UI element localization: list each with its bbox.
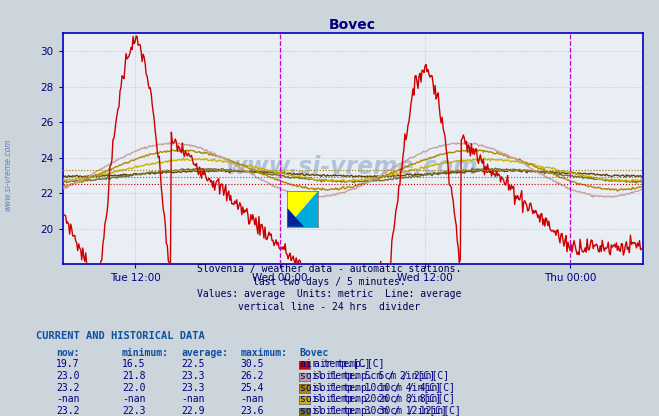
Text: 23.6: 23.6	[241, 406, 264, 416]
Text: 22.3: 22.3	[122, 406, 146, 416]
Text: soil temp. 20cm / 8in[C]: soil temp. 20cm / 8in[C]	[314, 394, 455, 404]
Text: 26.2: 26.2	[241, 371, 264, 381]
Text: minimum:: minimum:	[122, 348, 169, 358]
Text: 16.5: 16.5	[122, 359, 146, 369]
Text: average:: average:	[181, 348, 228, 358]
Text: air temp.[C]: air temp.[C]	[314, 359, 384, 369]
Text: Values: average  Units: metric  Line: average: Values: average Units: metric Line: aver…	[197, 290, 462, 300]
Text: last two days / 5 minutes.: last two days / 5 minutes.	[253, 277, 406, 287]
Text: 23.0: 23.0	[56, 371, 80, 381]
Text: www.si-vreme.com: www.si-vreme.com	[3, 139, 13, 211]
Text: soil temp. 30cm / 12in[C]: soil temp. 30cm / 12in[C]	[314, 406, 461, 416]
Text: soil temp. 30cm / 12in[C]: soil temp. 30cm / 12in[C]	[300, 406, 447, 416]
Text: 23.3: 23.3	[181, 371, 205, 381]
Text: -nan: -nan	[122, 394, 146, 404]
Text: Slovenia / weather data - automatic stations.: Slovenia / weather data - automatic stat…	[197, 265, 462, 275]
Polygon shape	[287, 191, 318, 227]
Polygon shape	[287, 191, 318, 227]
Text: 30.5: 30.5	[241, 359, 264, 369]
Text: 21.8: 21.8	[122, 371, 146, 381]
Text: -nan: -nan	[181, 394, 205, 404]
Text: vertical line - 24 hrs  divider: vertical line - 24 hrs divider	[239, 302, 420, 312]
Text: soil temp. 10cm / 4in[C]: soil temp. 10cm / 4in[C]	[300, 383, 441, 393]
Text: now:: now:	[56, 348, 80, 358]
Polygon shape	[287, 207, 304, 227]
Text: Bovec: Bovec	[300, 348, 330, 358]
Text: air temp.[C]: air temp.[C]	[300, 359, 370, 369]
Text: 22.5: 22.5	[181, 359, 205, 369]
Text: soil temp. 10cm / 4in[C]: soil temp. 10cm / 4in[C]	[314, 383, 455, 393]
Text: soil temp. 5cm / 2in[C]: soil temp. 5cm / 2in[C]	[314, 371, 449, 381]
Text: 23.2: 23.2	[56, 383, 80, 393]
Text: 22.0: 22.0	[122, 383, 146, 393]
Text: 23.3: 23.3	[181, 383, 205, 393]
Text: CURRENT AND HISTORICAL DATA: CURRENT AND HISTORICAL DATA	[36, 331, 205, 341]
Text: -nan: -nan	[56, 394, 80, 404]
Text: www.si-vreme.com: www.si-vreme.com	[226, 155, 479, 179]
Text: 25.4: 25.4	[241, 383, 264, 393]
Text: 22.9: 22.9	[181, 406, 205, 416]
Text: soil temp. 5cm / 2in[C]: soil temp. 5cm / 2in[C]	[300, 371, 435, 381]
Text: maximum:: maximum:	[241, 348, 287, 358]
Text: 23.2: 23.2	[56, 406, 80, 416]
Text: -nan: -nan	[241, 394, 264, 404]
Title: Bovec: Bovec	[329, 18, 376, 32]
Text: soil temp. 20cm / 8in[C]: soil temp. 20cm / 8in[C]	[300, 394, 441, 404]
Text: 19.7: 19.7	[56, 359, 80, 369]
